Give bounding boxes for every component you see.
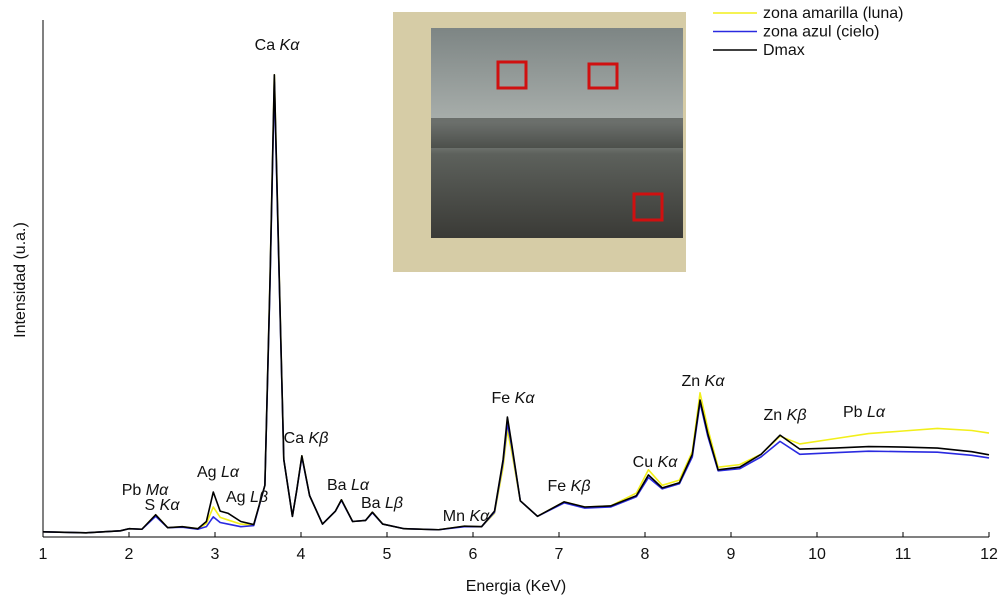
- peak-element: Ag: [197, 464, 217, 481]
- peak-element: Zn: [764, 407, 783, 424]
- x-tick-label: 1: [39, 546, 48, 563]
- peak-line: Lα: [221, 464, 240, 481]
- legend-label: zona azul (cielo): [763, 24, 880, 41]
- peak-label: Mn Kα: [443, 508, 490, 525]
- legend-label: zona amarilla (luna): [763, 5, 904, 22]
- peak-element: Fe: [548, 478, 567, 495]
- peak-line: Lβ: [385, 495, 403, 512]
- x-tick-label: 8: [641, 546, 650, 563]
- peak-element: Fe: [492, 390, 511, 407]
- peak-line: Mα: [146, 482, 169, 499]
- peak-label: Pb Lα: [843, 404, 886, 421]
- peak-line: Kα: [160, 497, 181, 514]
- region-box: [587, 62, 619, 90]
- peak-element: Ba: [327, 477, 347, 494]
- peak-element: Pb: [843, 404, 863, 421]
- peak-element: Mn: [443, 508, 465, 525]
- legend-label: Dmax: [763, 42, 805, 59]
- peak-line: Kα: [280, 37, 301, 54]
- peak-label: Zn Kβ: [764, 407, 807, 424]
- peak-element: Zn: [682, 373, 701, 390]
- x-tick-label: 9: [727, 546, 736, 563]
- region-box: [496, 60, 528, 90]
- peak-element: Ca: [255, 37, 276, 54]
- peak-element: Pb: [122, 482, 142, 499]
- peak-line: Kβ: [787, 407, 807, 424]
- peak-label: Fe Kα: [492, 390, 536, 407]
- peak-line: Lα: [351, 477, 370, 494]
- x-tick-label: 10: [808, 546, 826, 563]
- peak-label: Ag Lβ: [226, 489, 268, 506]
- x-axis-label: Energia (KeV): [466, 578, 567, 595]
- peak-element: Cu: [633, 454, 653, 471]
- x-tick-label: 5: [383, 546, 392, 563]
- peak-element: Ba: [361, 495, 381, 512]
- peak-label: S Kα: [145, 497, 181, 514]
- x-tick-label: 2: [125, 546, 134, 563]
- peak-element: Ag: [226, 489, 246, 506]
- peak-label: Ba Lβ: [361, 495, 403, 512]
- series-line: [42, 74, 990, 534]
- inset-photo: [393, 12, 686, 272]
- peak-line: Kα: [705, 373, 726, 390]
- peak-label: Ca Kβ: [284, 430, 329, 447]
- peak-line: Kβ: [309, 430, 329, 447]
- peak-line: Kα: [515, 390, 536, 407]
- peak-label: Cu Kα: [633, 454, 679, 471]
- peak-label: Ba Lα: [327, 477, 370, 494]
- x-tick-label: 3: [211, 546, 220, 563]
- peak-line: Kα: [658, 454, 679, 471]
- peak-label: Pb Mα: [122, 482, 169, 499]
- peak-line: Kβ: [571, 478, 591, 495]
- x-tick-label: 11: [895, 546, 912, 563]
- peak-line: Lα: [867, 404, 886, 421]
- peak-label: Ca Kα: [255, 37, 301, 54]
- region-box: [632, 192, 664, 222]
- x-tick-label: 4: [297, 546, 306, 563]
- peak-line: Kα: [469, 508, 490, 525]
- peak-line: Lβ: [250, 489, 268, 506]
- peak-element: Ca: [284, 430, 305, 447]
- peak-label: Fe Kβ: [548, 478, 591, 495]
- x-tick-label: 6: [469, 546, 478, 563]
- photo-harbor: [431, 118, 683, 148]
- peak-label: Zn Kα: [682, 373, 726, 390]
- x-tick-label: 7: [555, 546, 564, 563]
- y-axis-label: Intensidad (u.a.): [12, 222, 29, 338]
- x-tick-label: 12: [980, 546, 998, 563]
- peak-element: S: [145, 497, 156, 514]
- peak-label: Ag Lα: [197, 464, 240, 481]
